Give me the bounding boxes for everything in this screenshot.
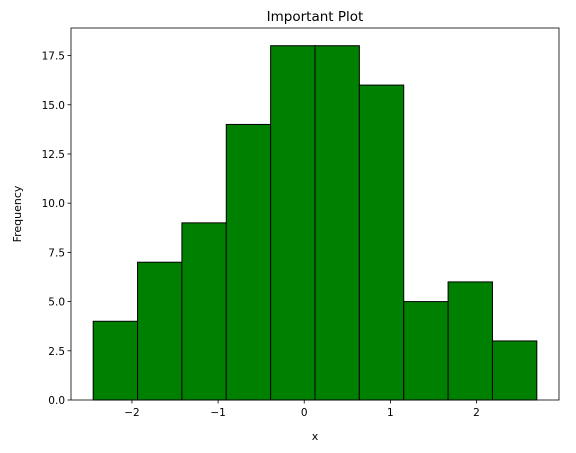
- histogram-bar: [270, 45, 316, 401]
- y-tick-label: 10.0: [42, 198, 65, 210]
- y-tick-label: 17.5: [42, 51, 65, 63]
- x-tick-label: −2: [124, 407, 139, 419]
- y-tick-label: 7.5: [48, 247, 65, 259]
- x-tick-label: 2: [473, 407, 480, 419]
- plot-frame: [70, 27, 560, 401]
- y-tick-label: 2.5: [48, 346, 65, 358]
- x-tick-label: 0: [301, 407, 308, 419]
- y-axis: 0.0 2.5 5.0 7.5 10.0 12.5 15.0 17.5: [42, 51, 71, 407]
- y-tick-label: 12.5: [42, 149, 65, 161]
- histogram-bar: [225, 123, 272, 401]
- x-axis: −2 −1 0 1 2: [124, 400, 480, 419]
- x-tick-label: 1: [387, 407, 394, 419]
- x-axis-label: x: [312, 430, 319, 443]
- histogram-bar: [358, 84, 405, 401]
- histogram-bar: [447, 281, 493, 401]
- bars-group: [92, 45, 538, 401]
- histogram-bar: [491, 340, 538, 401]
- histogram-bar: [137, 261, 183, 401]
- chart-title: Important Plot: [267, 9, 364, 25]
- y-tick-label: 0.0: [48, 395, 65, 407]
- y-axis-label: Frequency: [11, 185, 24, 242]
- histogram-bar: [314, 45, 360, 401]
- histogram-bar: [181, 222, 227, 401]
- y-tick-label: 15.0: [42, 100, 65, 112]
- histogram-bar: [92, 320, 139, 401]
- x-tick-label: −1: [210, 407, 225, 419]
- histogram-bar: [403, 301, 449, 401]
- y-tick-label: 5.0: [48, 297, 65, 309]
